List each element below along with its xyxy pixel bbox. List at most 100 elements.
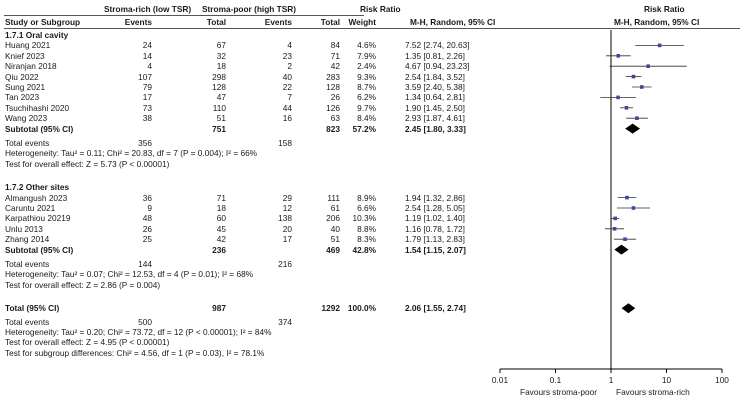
events1-cell: 79 xyxy=(142,82,152,92)
subtotal-total2: 469 xyxy=(326,244,340,255)
subgroup-title: 1.7.1 Oral cavity xyxy=(5,30,69,40)
total1-cell: 60 xyxy=(216,213,226,224)
total1-cell: 67 xyxy=(216,40,226,51)
ci-cell: 1.19 [1.02, 1.40] xyxy=(405,213,465,224)
total-overall-effect-text: Test for overall effect: Z = 4.95 (P < 0… xyxy=(5,337,170,348)
total1-cell: 51 xyxy=(216,113,226,124)
overall-effect-text: Test for overall effect: Z = 5.73 (P < 0… xyxy=(5,158,170,169)
weight-cell: 6.6% xyxy=(357,203,376,213)
study-point xyxy=(616,95,620,100)
events2-cell: 16 xyxy=(282,113,292,124)
events1-cell: 26 xyxy=(142,223,152,234)
study-name: Tsuchihashi 2020 xyxy=(5,102,70,113)
events1-cell: 48 xyxy=(142,213,152,224)
ci-cell: 4.67 [0.94, 23.23] xyxy=(405,61,470,72)
study-point xyxy=(625,195,629,200)
weight-cell: 10.3% xyxy=(352,213,376,224)
weight-cell: 2.4% xyxy=(357,61,376,72)
overall-effect-text: Test for overall effect: Z = 2.86 (P = 0… xyxy=(5,279,161,290)
subtotal-label: Subtotal (95% CI) xyxy=(5,123,74,134)
weight-cell: 8.8% xyxy=(357,223,376,234)
total1-cell: 128 xyxy=(212,82,226,92)
total-events-label: Total events xyxy=(5,138,50,148)
favours-right-label: Favours stroma-rich xyxy=(616,387,690,397)
events1-header: Events xyxy=(124,17,152,27)
subtotal-weight: 57.2% xyxy=(352,123,376,134)
study-point xyxy=(624,106,629,110)
study-name: Qiu 2022 xyxy=(5,71,39,82)
total1-cell: 45 xyxy=(216,223,226,234)
heterogeneity-text: Heterogeneity: Tau² = 0.07; Chi² = 12.53… xyxy=(5,269,254,280)
subtotal-weight: 42.8% xyxy=(352,244,376,255)
subtotal-total2: 823 xyxy=(326,123,340,134)
total-events-label: Total events xyxy=(5,316,50,327)
study-point xyxy=(623,237,627,241)
events2-cell: 40 xyxy=(282,71,292,82)
ci-cell: 1.94 [1.32, 2.86] xyxy=(405,192,465,203)
ci-cell: 1.79 [1.13, 2.83] xyxy=(405,234,465,245)
study-point xyxy=(631,206,636,210)
total2-cell: 26 xyxy=(330,92,340,103)
x-tick-label: 10 xyxy=(662,375,672,385)
total1-cell: 18 xyxy=(216,203,226,213)
total2-header: Total xyxy=(320,17,340,27)
total1-cell: 47 xyxy=(216,92,226,103)
total-total1: 987 xyxy=(212,303,226,314)
events2-cell: 20 xyxy=(282,223,292,234)
weight-cell: 6.2% xyxy=(357,92,376,103)
x-tick-label: 100 xyxy=(715,375,729,385)
header-bottom-rule xyxy=(4,28,740,29)
study-point xyxy=(635,116,639,120)
study-point xyxy=(631,74,636,79)
group2-header: Stroma-poor (high TSR) xyxy=(202,4,297,14)
study-name: Zhang 2014 xyxy=(5,234,50,245)
total-label: Total (95% CI) xyxy=(5,303,60,314)
events2-header: Events xyxy=(264,17,292,27)
study-point xyxy=(657,43,662,48)
total2-cell: 283 xyxy=(326,71,340,82)
events1-cell: 17 xyxy=(142,92,152,103)
study-point xyxy=(646,64,650,68)
ci-cell: 1.34 [0.64, 2.81] xyxy=(405,92,465,103)
events1-cell: 73 xyxy=(142,102,152,113)
ci-cell: 7.52 [2.74, 20.63] xyxy=(405,40,470,51)
rr-method-header: M-H, Random, 95% CI xyxy=(410,17,496,27)
weight-cell: 9.7% xyxy=(357,102,376,113)
total1-cell: 42 xyxy=(216,234,226,245)
total-weight: 100.0% xyxy=(347,303,376,314)
ci-cell: 1.35 [0.81, 2.26] xyxy=(405,50,465,61)
plot-title-header: Risk Ratio xyxy=(644,4,685,14)
events1-cell: 38 xyxy=(142,113,152,124)
total2-cell: 42 xyxy=(330,61,340,72)
events2-cell: 22 xyxy=(282,82,292,92)
study-name: Knief 2023 xyxy=(5,50,45,61)
study-name: Tan 2023 xyxy=(5,92,40,103)
weight-cell: 7.9% xyxy=(357,50,376,61)
total2-cell: 51 xyxy=(330,234,340,245)
weight-cell: 8.9% xyxy=(357,192,376,203)
total2-cell: 71 xyxy=(330,50,340,61)
ci-cell: 2.54 [1.28, 5.05] xyxy=(405,203,465,213)
subgroup-title: 1.7.2 Other sites xyxy=(5,182,70,193)
plot-method-header: M-H, Random, 95% CI xyxy=(614,17,700,27)
events1-cell: 107 xyxy=(138,71,152,82)
total1-cell: 32 xyxy=(216,50,226,61)
subtotal-total1: 751 xyxy=(212,123,226,134)
x-tick-label: 0.01 xyxy=(492,375,509,385)
subtotal-ci: 1.54 [1.15, 2.07] xyxy=(405,244,466,255)
pooled-diamond xyxy=(614,244,629,255)
events1-cell: 36 xyxy=(142,192,152,203)
total2-cell: 206 xyxy=(326,213,340,224)
study-header: Study or Subgroup xyxy=(5,17,81,27)
total1-header: Total xyxy=(206,17,226,27)
study-name: Caruntu 2021 xyxy=(5,203,56,213)
events2-cell: 2 xyxy=(287,61,292,72)
study-point xyxy=(612,227,617,231)
ci-cell: 3.59 [2.40, 5.38] xyxy=(405,82,465,92)
total1-cell: 110 xyxy=(212,102,226,113)
total1-cell: 18 xyxy=(216,61,226,72)
total2-cell: 128 xyxy=(326,82,340,92)
study-point xyxy=(616,54,621,58)
study-point xyxy=(640,85,644,89)
